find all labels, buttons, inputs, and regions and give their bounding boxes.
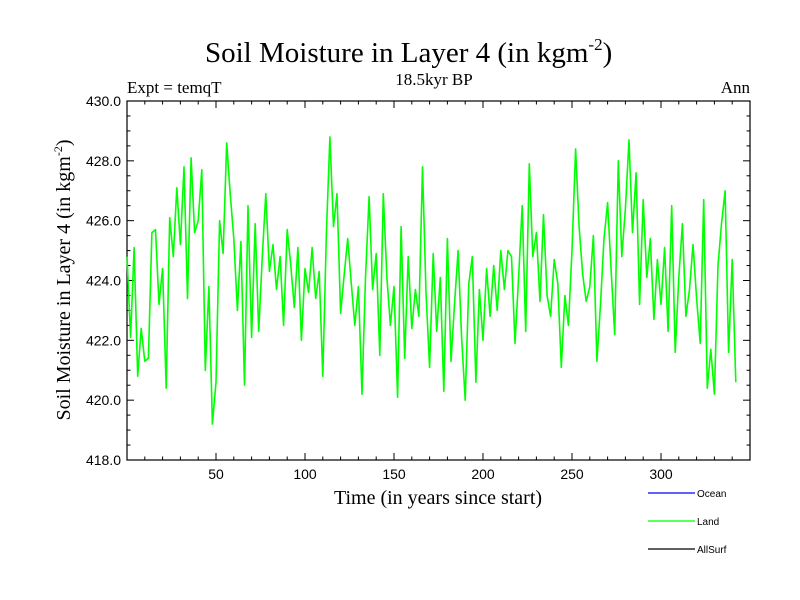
y-tick-label: 428.0 xyxy=(86,153,121,169)
y-axis-title-superscript: -2 xyxy=(51,146,65,156)
chart-title-close: ) xyxy=(603,37,613,69)
y-tick-label: 422.0 xyxy=(86,332,121,348)
y-tick-label: 424.0 xyxy=(86,273,121,289)
x-tick-label: 250 xyxy=(560,466,584,482)
data-series xyxy=(126,136,737,425)
legend-label-ocean: Ocean xyxy=(697,489,726,500)
legend-label-allsurf: AllSurf xyxy=(697,545,727,556)
y-tick-label: 420.0 xyxy=(86,392,121,408)
experiment-label: Expt = temqT xyxy=(127,78,222,97)
legend: Ocean Land AllSurf xyxy=(648,489,727,556)
x-tick-label: 150 xyxy=(382,466,406,482)
y-axis-ticks: 418.0 420.0 422.0 424.0 426.0 428.0 430.0 xyxy=(86,93,750,468)
x-axis-ticks: 50 100 150 200 250 300 xyxy=(144,101,733,482)
period-label: 18.5kyr BP xyxy=(395,70,472,89)
y-axis-title: Soil Moisture in Layer 4 (in kgm-2) xyxy=(51,139,75,420)
y-tick-label: 418.0 xyxy=(86,452,121,468)
x-tick-label: 200 xyxy=(471,466,495,482)
season-label: Ann xyxy=(721,78,751,97)
x-axis-title: Time (in years since start) xyxy=(334,487,542,509)
chart-title-main: Soil Moisture in Layer 4 (in kgm xyxy=(205,37,589,69)
y-axis-title-main: Soil Moisture in Layer 4 (in kgm xyxy=(53,156,75,421)
x-tick-label: 50 xyxy=(208,466,224,482)
x-tick-label: 100 xyxy=(293,466,317,482)
x-tick-label: 300 xyxy=(649,466,673,482)
y-tick-label: 426.0 xyxy=(86,213,121,229)
y-axis-title-close: ) xyxy=(53,139,75,146)
chart-title-superscript: -2 xyxy=(588,35,602,54)
legend-label-land: Land xyxy=(697,517,719,528)
series-line-land xyxy=(126,136,737,425)
y-tick-label: 430.0 xyxy=(86,93,121,109)
chart-title: Soil Moisture in Layer 4 (in kgm-2) xyxy=(205,35,612,69)
